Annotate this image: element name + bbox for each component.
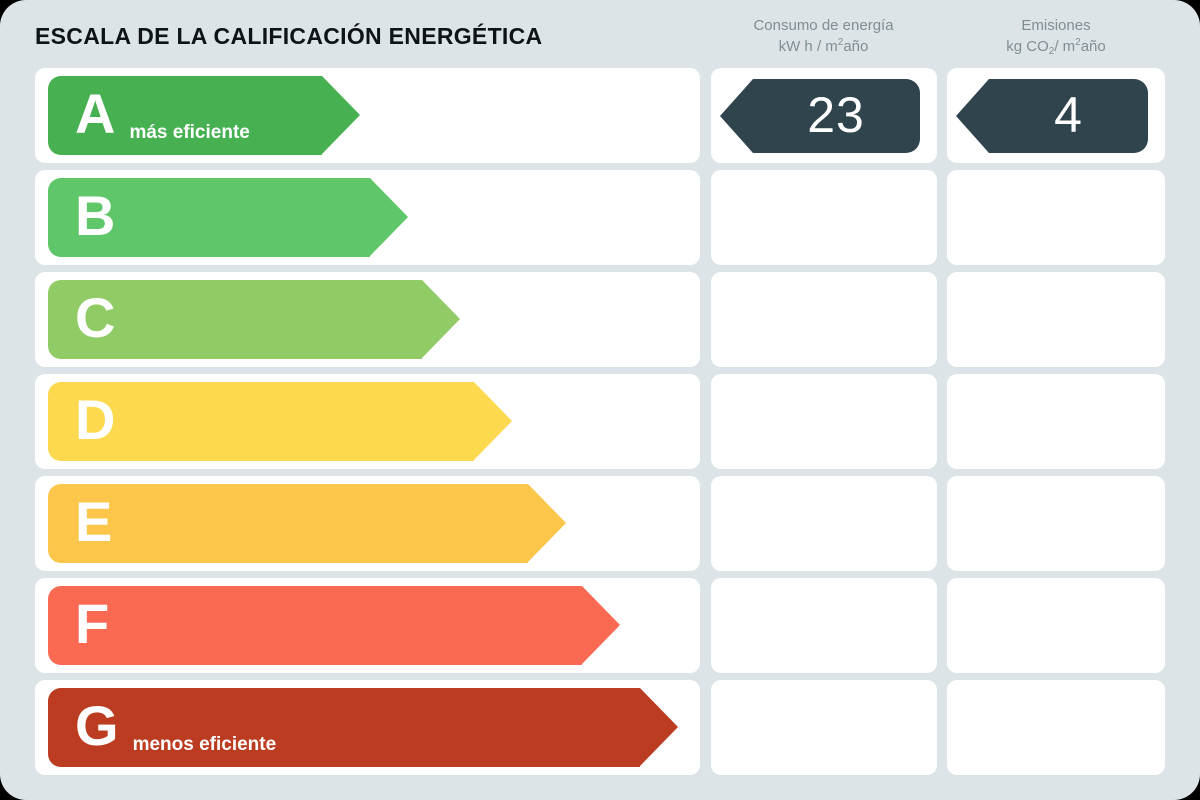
emissions-column-unit: kg CO2/ m2año [1006,37,1106,58]
emissions-value-cell [947,578,1165,673]
energy-value-cell [710,476,937,571]
rating-arrow-tip [582,586,620,664]
rating-letter: G [75,693,119,757]
rating-row: F [35,578,1165,673]
rating-cell: G menos eficiente [35,680,700,775]
rating-arrow-tip [528,484,566,562]
rating-row: D [35,374,1165,469]
energy-column-header: Consumo de energía kW h / m2año [711,16,937,58]
energy-value-cell [710,680,937,775]
energy-value-cell [710,170,937,265]
emissions-value-cell [947,476,1165,571]
rating-arrow-tip [640,688,678,766]
emissions-value-arrow: 4 [956,78,1148,153]
rating-arrow-tip [322,76,360,154]
rating-arrow: B [48,178,408,257]
rating-letter: F [75,591,110,655]
energy-value-arrow: 23 [719,78,920,153]
rating-row: C [35,272,1165,367]
rating-arrow: A más eficiente [48,76,360,155]
rating-arrow: F [48,586,620,665]
efficiency-label: menos eficiente [132,733,277,755]
rating-cell: E [35,476,700,571]
rating-arrow: E [48,484,566,563]
rating-cell: C [35,272,700,367]
rating-letter: B [75,183,116,247]
rating-cell: B [35,170,700,265]
emissions-value-cell [947,374,1165,469]
rating-row: A más eficiente 23 4 [35,68,1165,163]
rating-cell: D [35,374,700,469]
rating-arrow-tip [474,382,512,460]
rating-letter: A [75,81,116,145]
energy-column-title: Consumo de energía [753,17,894,34]
efficiency-label: más eficiente [129,121,250,143]
rating-arrow-tip [422,280,460,358]
energy-column-unit: kW h / m2año [778,37,869,56]
energy-value-cell [710,272,937,367]
energy-value-cell [710,374,937,469]
rating-letter: C [75,285,116,349]
rating-row: B [35,170,1165,265]
rating-letter: D [75,387,116,451]
value-arrow-tip [956,78,989,153]
energy-value-cell [710,578,937,673]
rating-arrow: C [48,280,460,359]
rating-cell: F [35,578,700,673]
emissions-column-header: Emisiones kg CO2/ m2año [947,16,1165,59]
emissions-value-cell: 4 [947,68,1165,163]
emissions-value-cell [947,680,1165,775]
rating-row: E [35,476,1165,571]
emissions-column-title: Emisiones [1021,17,1091,34]
header: ESCALA DE LA CALIFICACIÓN ENERGÉTICA Con… [35,0,1165,68]
emissions-value-cell [947,170,1165,265]
rating-cell: A más eficiente [35,68,700,163]
rating-arrow: G menos eficiente [48,688,678,767]
emissions-value: 4 [1054,86,1083,143]
value-arrow-tip [719,78,753,153]
emissions-value-cell [947,272,1165,367]
rating-scale: A más eficiente 23 4 B [35,68,1165,775]
rating-letter: E [75,489,113,553]
rating-row: G menos eficiente [35,680,1165,775]
rating-arrow-tip [370,178,408,256]
energy-value-cell: 23 [710,68,937,163]
rating-arrow: D [48,382,512,461]
page-title: ESCALA DE LA CALIFICACIÓN ENERGÉTICA [35,23,543,49]
energy-value: 23 [807,86,865,143]
